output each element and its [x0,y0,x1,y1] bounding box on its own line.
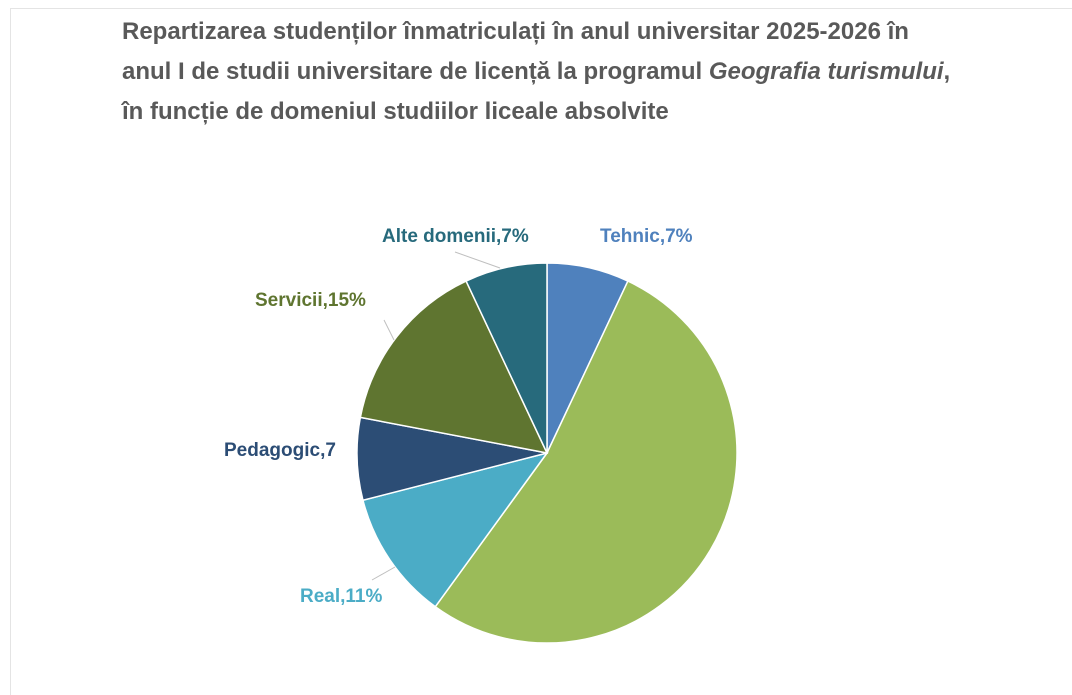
data-label: Real,11% [300,586,382,607]
pie-slice [362,451,549,608]
leader-line [371,566,396,581]
pie-slice [359,280,549,455]
leader-line [383,319,395,341]
pie-slice [434,280,738,644]
chart-title: Repartizarea studenților înmatriculați î… [122,12,962,132]
data-label: Tehnic,7% [600,226,693,247]
data-label: Pedagogic,7 [224,440,336,461]
data-label: Servicii,15% [255,290,366,311]
chart-frame [10,8,1072,695]
pie-slice [465,262,548,454]
title-part: Repartizarea studenților înmatriculați î… [122,18,909,85]
leader-line [454,251,501,269]
title-part: , în funcție de domeniul studiilor licea… [122,58,951,125]
data-label: Alte domenii,7% [382,226,529,247]
title-italic: Geografia turismului [708,58,944,85]
